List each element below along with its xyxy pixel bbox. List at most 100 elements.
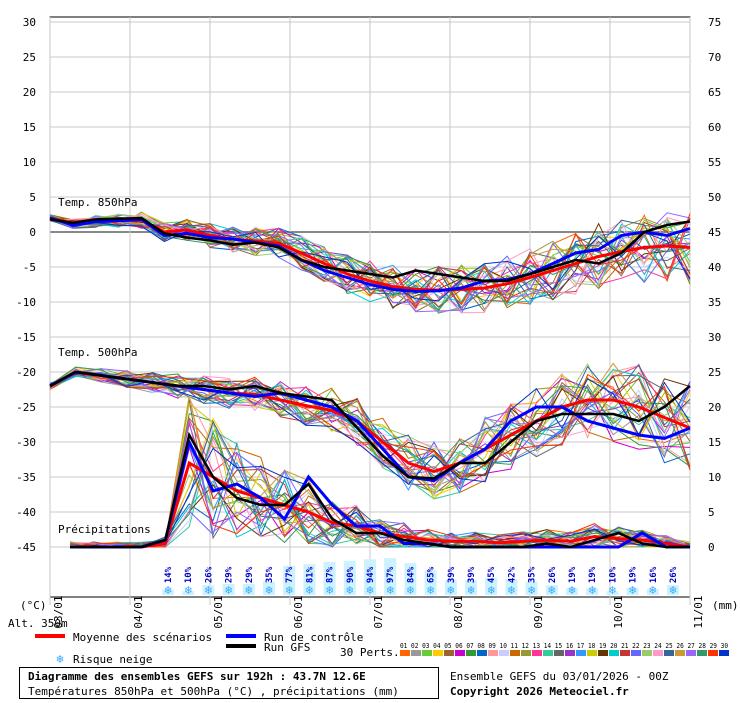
- snowflake-icon: ❄: [508, 583, 515, 597]
- y-right-tick: 50: [708, 191, 721, 204]
- snow-risk-bar: [242, 583, 255, 595]
- legend-control-swatch: [226, 634, 256, 638]
- y-right-tick: 20: [708, 401, 721, 414]
- legend-mean-label: Moyenne des scénarios: [73, 631, 212, 644]
- legend-member-swatch: [576, 650, 586, 656]
- legend-member-swatch: [675, 650, 685, 656]
- member-line-t500: [49, 371, 691, 500]
- y-right-unit: (mm): [712, 599, 739, 612]
- snow-risk-label: 26%: [548, 566, 558, 583]
- snowflake-icon: ❄: [387, 583, 394, 597]
- snow-risk-label: 84%: [406, 566, 416, 583]
- snow-risk-bar: [343, 560, 356, 595]
- snow-risk-bar: [525, 581, 538, 595]
- snow-risk-label: 87%: [326, 566, 336, 583]
- snowflake-icon: ❄: [185, 583, 192, 597]
- series-line-t500: [49, 370, 691, 480]
- legend-member-swatch: [686, 650, 696, 656]
- series-line-precip: [70, 431, 690, 549]
- snowflake-icon: ❄: [366, 583, 373, 597]
- snowflake-icon: ❄: [467, 583, 474, 597]
- legend-member-swatch: [565, 650, 575, 656]
- legend-member-swatch: [697, 650, 707, 656]
- snowflake-icon: ❄: [548, 583, 555, 597]
- y-left-tick: -5: [23, 261, 36, 274]
- snow-risk-label: 35%: [528, 566, 538, 583]
- legend-gfs-label: Run GFS: [264, 641, 310, 654]
- legend-member-swatch: [488, 650, 498, 656]
- y-left-tick: 20: [23, 86, 36, 99]
- snowflake-icon: ❄: [488, 583, 495, 597]
- snowflake-icon: ❄: [346, 583, 353, 597]
- snow-risk-label: 77%: [285, 566, 295, 583]
- y-right-tick: 75: [708, 16, 721, 29]
- snowflake-icon: ❄: [225, 583, 232, 597]
- snow-risk-label: 10%: [608, 566, 618, 583]
- snowflake-icon: ❄: [589, 583, 596, 597]
- snow-risk-bar: [202, 585, 215, 595]
- snow-risk-bar: [222, 583, 235, 595]
- legend-member-swatch: [433, 650, 443, 656]
- snow-risk-label: 94%: [366, 566, 376, 583]
- snow-risk-label: 39%: [467, 566, 477, 583]
- legend-member-swatch: [400, 650, 410, 656]
- y-left-tick: 5: [29, 191, 36, 204]
- legend-snow-label: Risque neige: [73, 653, 152, 666]
- y-right-tick: 40: [708, 261, 721, 274]
- snowflake-icon: ❄: [427, 583, 434, 597]
- member-line-t500: [49, 371, 691, 483]
- snow-risk-bar: [424, 570, 437, 595]
- y-left-tick: 0: [29, 226, 36, 239]
- legend-member-swatch: [521, 650, 531, 656]
- member-line-t850: [49, 214, 691, 299]
- snow-risk-label: 26%: [204, 566, 214, 583]
- snow-risk-bar: [263, 581, 275, 595]
- snowflake-icon: ❄: [609, 583, 616, 597]
- snowflake-icon: ❄: [669, 583, 676, 597]
- y-left-tick: -10: [16, 296, 36, 309]
- member-line-t850: [49, 214, 691, 314]
- footer-title: Diagramme des ensembles GEFS sur 192h : …: [28, 670, 366, 683]
- y-right-tick: 15: [708, 436, 721, 449]
- y-left-tick: 25: [23, 51, 36, 64]
- y-left-tick: -40: [16, 506, 36, 519]
- legend-member-swatch: [664, 650, 674, 656]
- y-left-tick: -30: [16, 436, 36, 449]
- label-precip: Précipitations: [58, 523, 151, 536]
- snow-risk-bar: [586, 587, 599, 595]
- snowflake-icon: ❄: [245, 583, 252, 597]
- snowflake-icon: ❄: [447, 583, 454, 597]
- footer-title-box: Diagramme des ensembles GEFS sur 192h : …: [19, 667, 439, 699]
- y-left-tick: -45: [16, 541, 36, 554]
- legend-mean-swatch: [35, 634, 65, 638]
- x-date-label: 10/01: [612, 595, 625, 628]
- copyright: Copyright 2026 Meteociel.fr: [450, 685, 629, 698]
- x-date-label: 03/01: [52, 595, 65, 628]
- snow-risk-label: 26%: [669, 566, 679, 583]
- snow-risk-bar: [646, 588, 659, 595]
- legend-member-swatch: [587, 650, 597, 656]
- x-date-label: 04/01: [132, 595, 145, 628]
- snow-risk-label: 29%: [225, 566, 235, 583]
- y-left-tick: 10: [23, 156, 36, 169]
- x-date-label: 11/01: [692, 595, 705, 628]
- x-date-label: 08/01: [452, 595, 465, 628]
- member-line-t850: [49, 215, 691, 312]
- snowflake-icon: ❄: [528, 583, 535, 597]
- snow-risk-label: 16%: [649, 566, 659, 583]
- snow-risk-label: 10%: [184, 566, 194, 583]
- snow-risk-label: 97%: [386, 566, 396, 583]
- legend-member-swatch: [598, 650, 608, 656]
- snowflake-icon: ❄: [568, 583, 575, 597]
- snow-risk-bar: [384, 558, 397, 595]
- legend-member-swatch: [444, 650, 454, 656]
- legend-member-swatch: [543, 650, 553, 656]
- y-right-tick: 0: [708, 541, 715, 554]
- y-left-tick: -15: [16, 331, 36, 344]
- y-right-tick: 10: [708, 471, 721, 484]
- snow-risk-bar: [545, 585, 558, 595]
- snow-risk-bar: [303, 564, 316, 595]
- member-line-precip: [69, 447, 691, 548]
- snow-risk-bar: [465, 580, 477, 595]
